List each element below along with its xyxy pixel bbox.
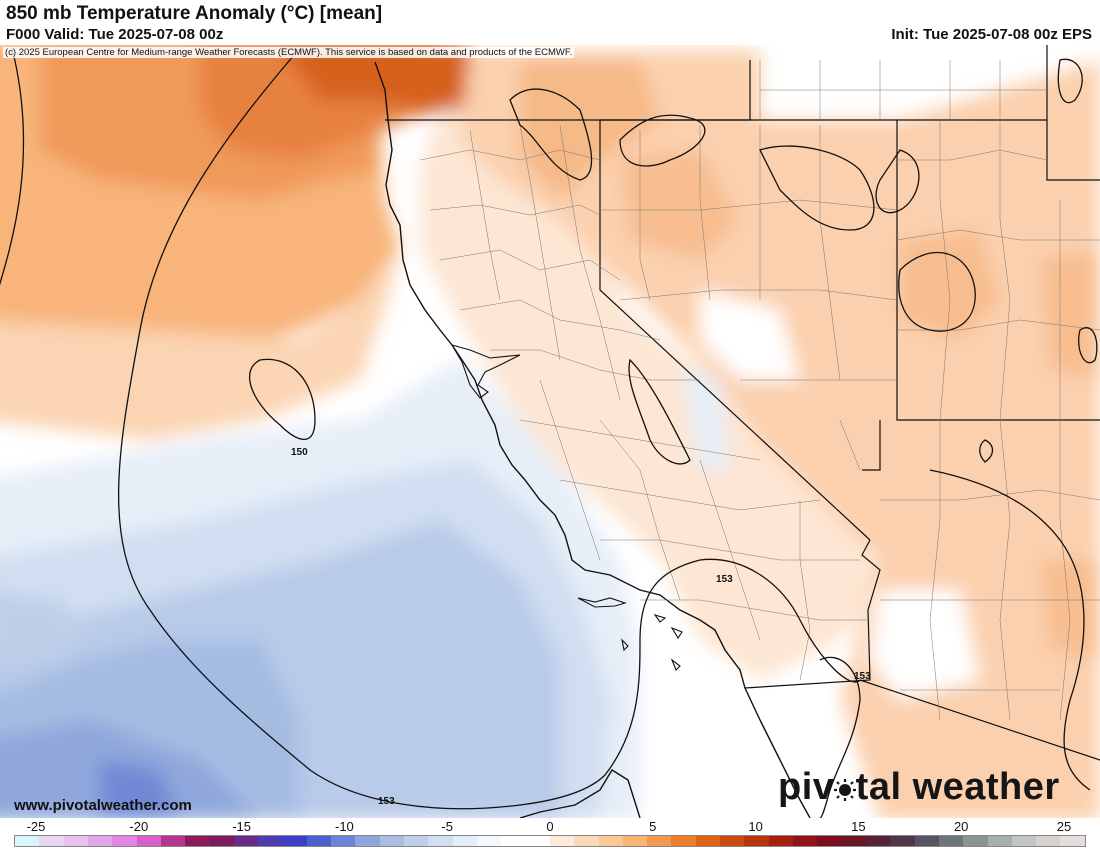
colorbar-swatch [404, 836, 429, 846]
colorbar-swatch [282, 836, 307, 846]
init-time: Init: Tue 2025-07-08 00z EPS [891, 26, 1092, 43]
sun-icon [834, 766, 857, 809]
colorbar-ticks: -25 -20 -15 -10 -5 0 5 10 15 20 25 [0, 819, 1100, 835]
colorbar-swatch [817, 836, 842, 846]
colorbar-swatch [306, 836, 332, 846]
colorbar-swatch [598, 836, 623, 846]
map-svg: 150 153 153 153 [0, 45, 1100, 818]
colorbar-swatch [209, 836, 234, 846]
colorbar-swatch [379, 836, 404, 846]
logo-text-post: tal weather [855, 766, 1060, 808]
sf-bay [450, 344, 521, 399]
state-borders [385, 45, 1100, 761]
colorbar-swatch [15, 836, 40, 846]
colorbar-swatch [841, 836, 866, 846]
colorbar-tick-label: 5 [649, 819, 657, 834]
valid-time: F000 Valid: Tue 2025-07-08 00z [6, 26, 224, 43]
colorbar-tick-label: -20 [129, 819, 149, 834]
colorbar-tick-label: -5 [441, 819, 453, 834]
county-borders [419, 60, 1100, 721]
colorbar-tick-label: -25 [26, 819, 46, 834]
colorbar-swatch [1036, 836, 1061, 846]
colorbar-swatch [428, 836, 453, 846]
colorbar-swatch [622, 836, 648, 846]
colorbar-tick-label: 25 [1056, 819, 1072, 834]
colorbar-swatch [744, 836, 769, 846]
contour-label: 153 [716, 574, 733, 585]
channel-islands [577, 597, 683, 671]
colorbar-swatch [1060, 836, 1085, 846]
contour-label: 150 [291, 447, 308, 458]
map-title: 850 mb Temperature Anomaly (°C) [mean] [6, 3, 383, 24]
colorbar-swatch [39, 836, 64, 846]
colorbar-swatch [963, 836, 988, 846]
colorbar-swatch [501, 836, 526, 846]
colorbar-swatch [890, 836, 915, 846]
colorbar-swatch [525, 836, 550, 846]
colorbar-swatch [671, 836, 696, 846]
colorbar-swatch [233, 836, 259, 846]
colorbar-swatch [160, 836, 186, 846]
colorbar-swatch [720, 836, 745, 846]
copyright-notice: (c) 2025 European Centre for Medium-rang… [3, 47, 575, 58]
pivotal-weather-logo: piv tal weather [778, 766, 1060, 809]
colorbar-swatch [938, 836, 964, 846]
colorbar-swatch [185, 836, 210, 846]
logo-text-pre: piv [778, 766, 835, 808]
colorbar-swatch [914, 836, 939, 846]
colorbar-tick-label: 20 [953, 819, 969, 834]
colorbar-swatch [549, 836, 575, 846]
colorbar-swatch [112, 836, 137, 846]
contour-label: 153 [378, 796, 395, 807]
colorbar-swatch [258, 836, 283, 846]
colorbar-swatch [647, 836, 672, 846]
colorbar-tick-label: 10 [748, 819, 763, 834]
colorbar-swatch [695, 836, 721, 846]
colorbar [14, 835, 1086, 847]
colorbar-swatch [136, 836, 161, 846]
height-contours [0, 47, 1098, 818]
colorbar-tick-label: 15 [851, 819, 866, 834]
colorbar-tick-label: -15 [232, 819, 251, 834]
colorbar-tick-label: 0 [546, 819, 554, 834]
colorbar-swatch [87, 836, 113, 846]
colorbar-swatch [793, 836, 818, 846]
colorbar-swatch [63, 836, 88, 846]
colorbar-swatch [987, 836, 1012, 846]
colorbar-swatch [1011, 836, 1037, 846]
colorbar-tick-label: -10 [334, 819, 354, 834]
colorbar-swatch [355, 836, 380, 846]
contour-label: 153 [854, 671, 871, 682]
map-canvas[interactable]: 150 153 153 153 [0, 45, 1100, 818]
colorbar-swatch [865, 836, 891, 846]
colorbar-swatch [476, 836, 502, 846]
website-link[interactable]: www.pivotalweather.com [14, 797, 192, 814]
anomaly-shading [0, 45, 1100, 818]
coastline [374, 61, 811, 818]
contour-labels: 150 153 153 153 [291, 447, 871, 807]
colorbar-swatch [331, 836, 356, 846]
colorbar-swatch [574, 836, 599, 846]
colorbar-swatch [452, 836, 477, 846]
colorbar-swatch [768, 836, 793, 846]
